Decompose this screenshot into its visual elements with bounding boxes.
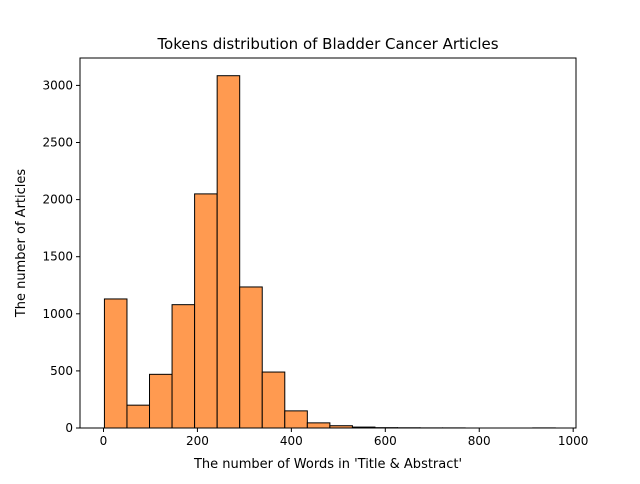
y-tick-label: 500 bbox=[50, 364, 73, 378]
x-tick-label: 200 bbox=[186, 434, 209, 448]
y-tick-label: 2000 bbox=[42, 193, 73, 207]
chart-title: Tokens distribution of Bladder Cancer Ar… bbox=[156, 35, 498, 53]
histogram-bar bbox=[127, 405, 150, 428]
x-tick-label: 0 bbox=[100, 434, 108, 448]
histogram-bar bbox=[262, 372, 285, 428]
x-tick-label: 600 bbox=[374, 434, 397, 448]
x-tick-label: 400 bbox=[280, 434, 303, 448]
histogram-bar bbox=[285, 411, 308, 428]
y-tick-label: 0 bbox=[65, 421, 73, 435]
y-tick-label: 2500 bbox=[42, 136, 73, 150]
histogram-bar bbox=[217, 76, 240, 428]
histogram-bar bbox=[307, 423, 330, 428]
histogram-bar bbox=[104, 299, 127, 428]
y-tick-label: 1000 bbox=[42, 307, 73, 321]
histogram-bar bbox=[240, 287, 263, 428]
y-tick-label: 1500 bbox=[42, 250, 73, 264]
y-tick-label: 3000 bbox=[42, 78, 73, 92]
x-tick-label: 800 bbox=[468, 434, 491, 448]
x-axis-label: The number of Words in 'Title & Abstract… bbox=[193, 457, 462, 472]
y-axis-label: The number of Articles bbox=[14, 169, 29, 319]
histogram-bar bbox=[195, 194, 218, 428]
histogram-bar bbox=[150, 374, 173, 428]
histogram-bar bbox=[172, 305, 195, 428]
x-tick-label: 1000 bbox=[558, 434, 589, 448]
